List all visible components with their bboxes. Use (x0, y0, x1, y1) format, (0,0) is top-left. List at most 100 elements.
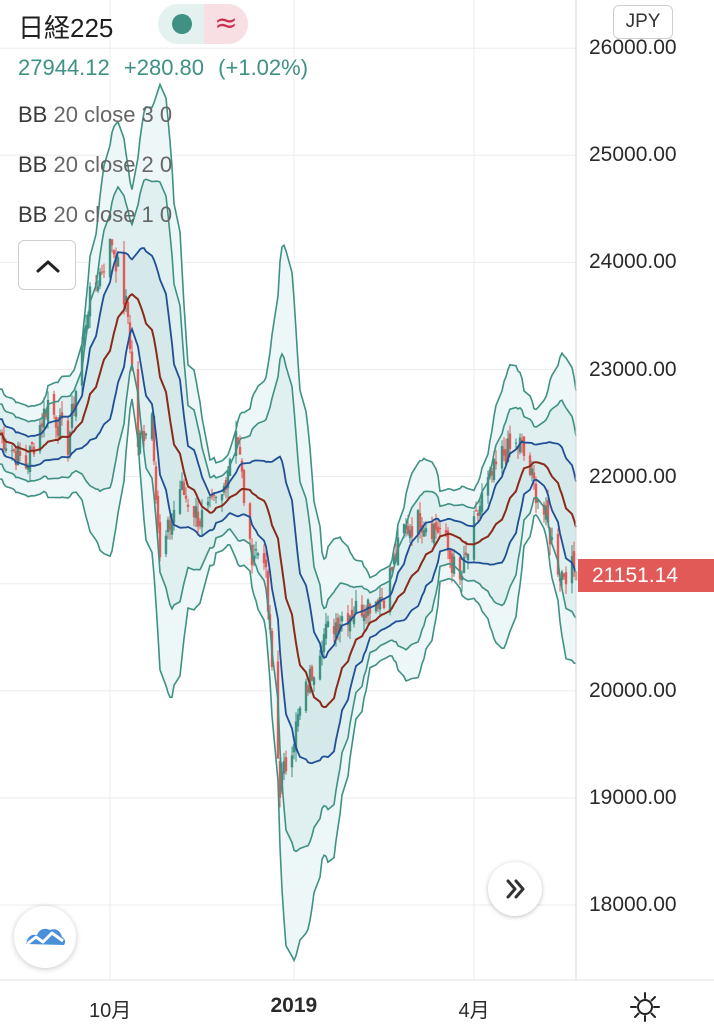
chevron-up-icon (36, 260, 60, 273)
time-tick-label: 2019 (270, 994, 318, 1017)
symbol-title[interactable]: 日経225 (18, 13, 114, 43)
candle-body (266, 570, 270, 612)
candle-body (326, 621, 330, 628)
candle-body (438, 527, 442, 530)
candle-body (506, 438, 510, 462)
candle-body (448, 550, 452, 560)
candle-body (292, 744, 296, 753)
candle-body (214, 496, 218, 498)
candle-body (532, 472, 536, 479)
status-pill[interactable]: ≈ (158, 4, 248, 44)
candle-body (522, 436, 526, 456)
candle-body (46, 399, 50, 422)
candle-body (458, 557, 462, 580)
candle-body (294, 721, 298, 751)
candle-body (28, 446, 32, 473)
candle-body (254, 549, 258, 551)
candle-body (170, 519, 174, 535)
scroll-to-realtime-button[interactable] (488, 862, 542, 916)
bb-middle-line (0, 293, 577, 709)
indicator-params: 20 close 2 0 (53, 152, 173, 177)
collapse-legend-button[interactable] (18, 240, 76, 290)
candle-body (238, 447, 242, 455)
last-price-value: 27944.12 (18, 55, 110, 80)
candle-body (138, 432, 142, 454)
candle-body (556, 533, 560, 575)
candle-body (196, 511, 200, 527)
candle-body (474, 510, 478, 512)
candle-body (334, 622, 338, 639)
candle-body (24, 455, 28, 469)
candle-body (346, 613, 350, 626)
candle-body (530, 468, 534, 476)
candle-body (200, 510, 204, 528)
candle-body (100, 271, 104, 273)
candle-body (380, 596, 384, 598)
settings-gear-icon[interactable] (628, 990, 662, 1024)
candle-body (56, 426, 60, 436)
candle-body (402, 524, 406, 534)
candle-body (192, 506, 196, 518)
candle-body (504, 449, 508, 465)
price-change: +280.80 (123, 55, 205, 80)
candle-body (362, 614, 366, 622)
candle-body (390, 566, 394, 571)
candle-body (264, 559, 268, 568)
candle-body (208, 496, 212, 498)
candle-body (166, 519, 170, 533)
candle-body (12, 449, 16, 451)
indicator-legend-bb2[interactable]: BB 20 close 2 0 (18, 152, 172, 178)
candle-body (284, 757, 288, 772)
candle-body (376, 599, 380, 609)
price-tick-label: 24000.00 (589, 250, 677, 274)
candle-body (152, 415, 156, 462)
candle-body (72, 403, 76, 412)
candle-body (4, 448, 8, 451)
candle-body (542, 504, 546, 515)
cloud-chart-logo-icon (26, 928, 66, 946)
candle-body (492, 458, 496, 480)
indicator-name: BB (18, 152, 48, 177)
candle-body (172, 509, 176, 523)
candle-body (546, 499, 550, 523)
candle-body (16, 445, 20, 466)
candle-body (564, 572, 568, 585)
bb3-upper-line (0, 82, 577, 579)
candle-body (122, 252, 126, 305)
candle-body (418, 513, 422, 532)
candle-body (198, 520, 202, 526)
candle-body (332, 626, 336, 635)
candle-body (562, 573, 566, 577)
candle-body (502, 448, 506, 456)
candle-body (102, 271, 106, 273)
settings-gear-icon-glyph (630, 992, 660, 1022)
candle-body (178, 489, 182, 514)
candle-body (158, 522, 162, 558)
currency-button[interactable]: JPY (613, 5, 673, 39)
candle-body (224, 480, 228, 490)
candle-body (156, 495, 160, 528)
tradingview-logo-button[interactable] (14, 906, 76, 968)
indicator-params: 20 close 3 0 (53, 102, 173, 127)
bb3-lower-line (0, 398, 577, 963)
time-tick-label: 10月 (89, 1000, 132, 1022)
bb1-upper-line (0, 247, 577, 659)
candle-body (310, 666, 314, 681)
candle-body (406, 525, 410, 534)
candle-body (10, 450, 14, 452)
indicator-legend-bb3[interactable]: BB 20 close 3 0 (18, 102, 172, 128)
candle-body (392, 555, 396, 565)
candle-body (142, 431, 146, 441)
price-tick-label: 25000.00 (589, 143, 677, 167)
bb2-lower-line (0, 363, 577, 853)
indicator-legend-bb1[interactable]: BB 20 close 1 0 (18, 202, 172, 228)
candle-body (388, 568, 392, 613)
candle-body (364, 610, 368, 618)
candle-body (560, 571, 564, 580)
candle-body (44, 409, 48, 418)
candle-body (444, 530, 448, 535)
candle-body (60, 412, 64, 419)
candle-body (570, 556, 574, 584)
bb2-upper-line (0, 178, 577, 610)
